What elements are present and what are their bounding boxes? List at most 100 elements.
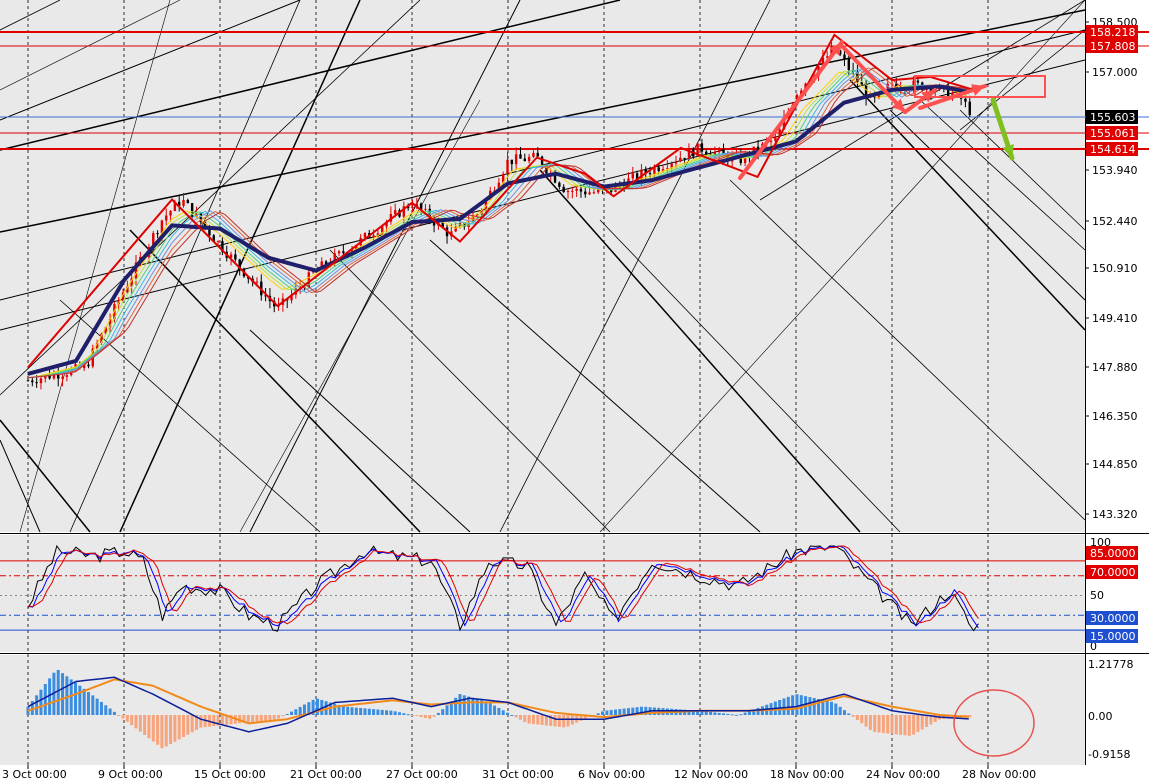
candle-body	[39, 378, 43, 384]
trend-line	[0, 59, 1086, 331]
macd-histogram-bar	[639, 706, 643, 715]
macd-histogram-bar	[907, 715, 911, 736]
candle-body	[415, 203, 418, 208]
candle-body	[424, 208, 427, 210]
candle-body	[679, 157, 682, 162]
macd-histogram-bar	[182, 715, 186, 737]
macd-histogram-bar	[151, 715, 155, 742]
macd-histogram-bar	[743, 712, 747, 715]
macd-histogram-bar	[847, 713, 851, 715]
candle-body	[592, 192, 596, 194]
price-tick-label: 150.910	[1092, 262, 1138, 275]
candle-body	[320, 261, 323, 270]
candle-body	[48, 374, 51, 379]
candle-body	[376, 233, 380, 236]
trend-line	[849, 79, 1086, 331]
candle-body	[756, 146, 760, 152]
macd-histogram-bar	[61, 673, 65, 715]
time-tick-label: 24 Nov 00:00	[866, 768, 940, 781]
candle-body	[74, 364, 77, 369]
macd-histogram-bar	[531, 715, 535, 725]
macd-histogram-bar	[817, 698, 821, 715]
macd-histogram-bar	[281, 715, 285, 717]
candle-body	[830, 46, 833, 57]
macd-histogram-bar	[216, 715, 220, 726]
candle-body	[419, 203, 423, 210]
macd-histogram-bar	[622, 708, 626, 715]
macd-histogram-bar	[354, 707, 358, 715]
candle-body	[566, 191, 570, 193]
macd-histogram-bar	[108, 708, 112, 715]
macd-histogram-bar	[536, 715, 540, 725]
stochastic-level-tag-label: 70.0000	[1090, 566, 1136, 579]
candle-body	[661, 169, 665, 172]
candle-body	[234, 254, 237, 260]
candle-body	[385, 221, 388, 227]
candle-body	[355, 245, 358, 250]
stochastic-tick-label: 50	[1090, 589, 1104, 602]
macd-histogram-bar	[190, 715, 194, 733]
macd-histogram-bar	[298, 706, 302, 715]
macd-histogram-bar	[925, 715, 929, 728]
price-level-tag	[1086, 126, 1138, 140]
macd-histogram-bar	[441, 709, 445, 715]
macd-histogram-bar	[881, 715, 885, 733]
price-panel	[0, 0, 1085, 532]
candle-body	[121, 292, 125, 301]
macd-histogram-bar	[389, 710, 393, 715]
macd-histogram-bar	[290, 711, 294, 715]
stochastic-tick-label: 0	[1090, 640, 1097, 653]
macd-histogram-bar	[462, 695, 466, 715]
candle-body	[532, 152, 535, 157]
candle-body	[454, 226, 457, 232]
macd-histogram-bar	[307, 702, 311, 715]
macd-histogram-bar	[255, 715, 259, 722]
bullish-arrow-head	[829, 42, 842, 56]
candle-body	[406, 206, 410, 209]
candle-body	[864, 84, 868, 98]
macd-histogram-bar	[868, 715, 872, 730]
retrace-arrow-head	[971, 84, 985, 96]
macd-histogram-bar	[454, 697, 458, 715]
macd-histogram-bar	[544, 715, 548, 726]
candle-body	[173, 201, 177, 212]
time-tick-label: 12 Nov 00:00	[674, 768, 748, 781]
macd-histogram-bar	[315, 698, 319, 715]
candle-body	[821, 57, 825, 67]
macd-histogram-bar	[445, 705, 449, 715]
macd-histogram-bar	[722, 713, 726, 715]
macd-histogram-bar	[264, 715, 268, 721]
macd-histogram-bar	[436, 712, 440, 715]
candle-body	[631, 173, 634, 179]
trend-line	[0, 419, 91, 533]
trend-line	[239, 99, 481, 533]
macd-histogram-bar	[713, 712, 717, 715]
candle-body	[929, 87, 933, 93]
candle-body	[203, 222, 207, 228]
candle-body	[311, 271, 315, 273]
macd-histogram-bar	[402, 713, 406, 715]
price-level-tag	[1086, 25, 1138, 39]
macd-histogram-bar	[929, 715, 933, 725]
candle-body	[26, 380, 30, 382]
time-tick-label: 31 Oct 00:00	[482, 768, 554, 781]
candle-body	[238, 259, 241, 269]
macd-histogram-bar	[475, 699, 479, 715]
trend-line	[499, 0, 771, 533]
candle-body	[264, 295, 267, 297]
candle-body	[847, 58, 850, 71]
candle-body	[337, 251, 341, 254]
macd-histogram-bar	[138, 715, 142, 732]
candle-body	[333, 253, 336, 264]
macd-histogram-bar	[549, 715, 553, 726]
macd-histogram-bar	[756, 707, 760, 715]
candle-body	[95, 342, 99, 349]
macd-histogram-bar	[506, 712, 510, 715]
candle-body	[666, 168, 669, 170]
candle-body	[597, 189, 600, 193]
price-tick-label: 143.320	[1092, 508, 1138, 521]
price-tick-label: 153.940	[1092, 164, 1138, 177]
macd-histogram-bar	[518, 715, 522, 720]
